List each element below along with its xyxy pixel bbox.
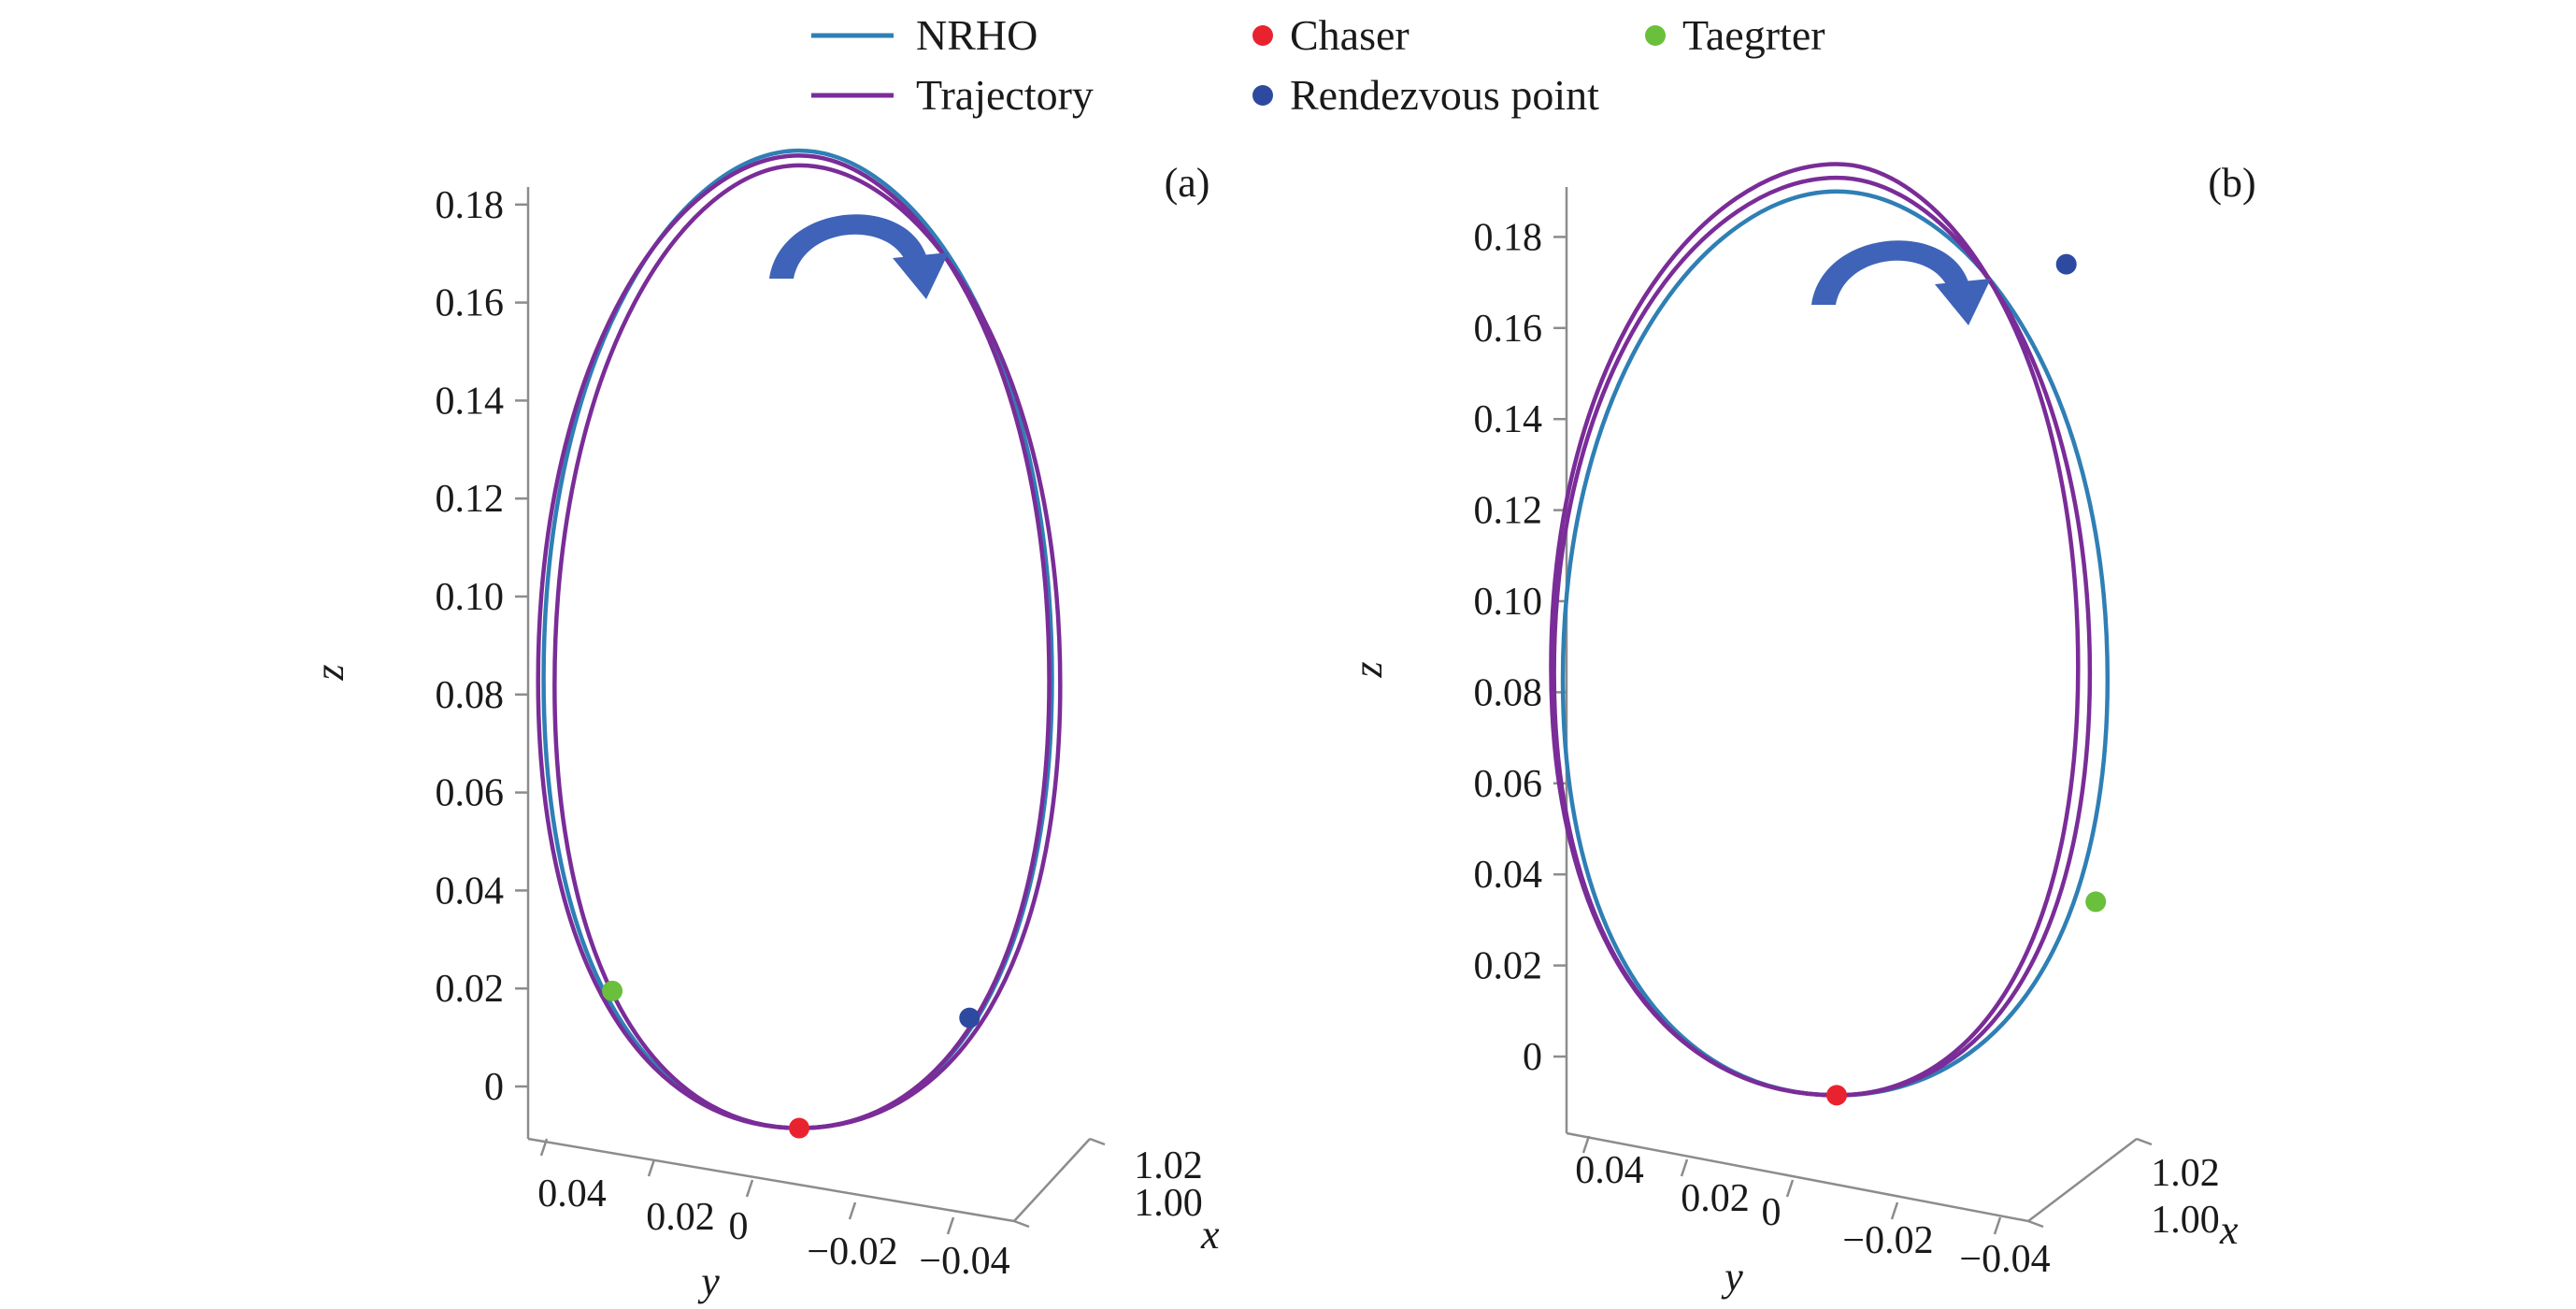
z-tick-label: 0.16 [1474,308,1543,351]
y-tick [1993,1216,2002,1235]
y-tick [1680,1158,1689,1177]
z-tick-label: 0.14 [436,380,505,423]
y-tick-label: 0 [1762,1191,1782,1234]
z-tick-label: 0.02 [436,968,505,1011]
z-tick-label: 0.10 [436,576,505,619]
legend-label-taegrter: Taegrter [1682,11,1825,59]
panel-a: 0 0.02 0.04 0.06 0.08 0.10 0.12 0.14 0.16 0.18 z 0.… [307,148,1220,1304]
panel-label: (b) [2208,160,2255,206]
z-tick-label: 0 [1523,1036,1542,1079]
panel-b: 0 0.02 0.04 0.06 0.08 0.10 0.12 0.14 0.16 0.18 z 0.… [1345,160,2256,1300]
x-axis-line [2027,1138,2138,1222]
y-tick-label: 0.02 [646,1196,715,1239]
z-tick-label: 0.02 [1474,945,1543,988]
trajectory-loop-2 [552,163,1063,1130]
z-axis-label: z [1345,661,1391,678]
y-axis-line [1566,1131,2029,1223]
y-tick [647,1158,656,1177]
x-axis-line [1013,1138,1091,1222]
trajectory-loop-1 [536,153,1052,1130]
panel-label: (a) [1165,160,1210,206]
legend-swatch-chaser [1252,25,1273,46]
y-tick-label: 0.02 [1681,1177,1750,1220]
nrho-loop-1 [1560,189,2111,1098]
rendezvous-point-point [959,1007,980,1028]
z-tick-label: 0.12 [1474,490,1543,533]
z-tick-label: 0.16 [436,282,505,325]
y-tick [745,1179,754,1198]
x-axis-label: x [2219,1207,2239,1253]
y-tick [1890,1201,1899,1220]
z-tick-label: 0.04 [436,870,505,913]
x-axis-label: x [1200,1212,1220,1258]
x-tick [1013,1219,1030,1229]
z-tick-label: 0.06 [1474,763,1543,806]
legend: NRHO Chaser Taegrter Trajectory Rendezvous p… [811,11,1825,119]
taegrter-point [602,980,623,1001]
legend-swatch-rendezvous-point [1252,85,1273,106]
z-tick-label: 0.08 [436,674,505,717]
rendezvous-point-point [2055,253,2077,275]
z-tick-label: 0.06 [436,772,505,815]
y-tick-label: −0.02 [1842,1219,1933,1262]
legend-label-chaser: Chaser [1290,11,1410,59]
y-tick-label: −0.04 [1959,1238,2050,1281]
x-tick-label: 1.00 [1134,1182,1203,1225]
z-tick-label: 0.08 [1474,671,1543,714]
legend-label-rendezvous-point: Rendezvous point [1290,71,1599,119]
y-tick-label: 0 [729,1205,749,1248]
y-tick [539,1138,549,1157]
y-axis-label: y [1721,1254,1743,1300]
legend-swatch-taegrter [1645,25,1666,46]
y-tick-label: −0.04 [919,1240,1009,1283]
rotation-arrow-head [1935,279,1991,325]
legend-label-nrho: NRHO [916,11,1038,59]
chaser-point [789,1117,809,1139]
y-tick [848,1201,857,1220]
rotation-arrow-body [1811,240,1970,305]
legend-label-trajectory: Trajectory [916,71,1094,119]
z-tick-label: 0.10 [1474,581,1543,624]
z-tick-label: 0.18 [1474,216,1543,259]
rotation-arrow-body [769,214,928,279]
rotation-arrow-icon [769,214,949,299]
x-tick-label: 1.02 [1134,1144,1203,1187]
chaser-point [1826,1085,1847,1106]
y-tick [1581,1135,1591,1154]
y-tick [1785,1179,1795,1198]
rotation-arrow-icon [1811,240,1991,325]
x-tick [1089,1137,1106,1146]
y-axis-line [527,1137,1015,1223]
x-tick [2027,1219,2044,1229]
z-tick-label: 0.04 [1474,854,1543,897]
y-axis-label: y [697,1259,720,1304]
z-tick-label: 0.12 [436,478,505,521]
trajectory-loop-2 [1549,162,2081,1098]
y-tick [946,1216,955,1235]
x-tick-label: 1.00 [2151,1199,2220,1242]
x-tick [2136,1137,2153,1146]
taegrter-point [2085,891,2107,913]
z-axis-label: z [307,664,352,681]
y-tick-label: −0.02 [807,1230,897,1273]
x-tick-label: 1.02 [2151,1152,2220,1195]
z-tick-label: 0.14 [1474,398,1543,441]
y-tick-label: 0.04 [1575,1149,1644,1192]
rotation-arrow-head [893,252,949,299]
z-tick-label: 0.18 [436,184,505,227]
y-tick-label: 0.04 [537,1172,607,1216]
z-tick-label: 0 [484,1066,504,1109]
